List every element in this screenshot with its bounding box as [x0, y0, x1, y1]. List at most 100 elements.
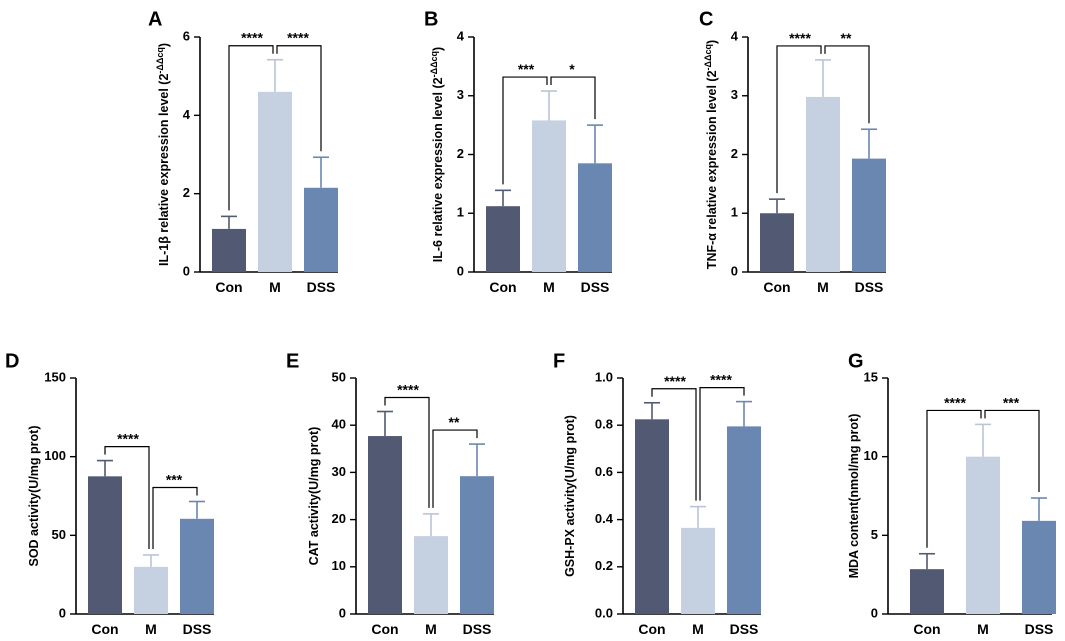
category-label-con: Con	[489, 279, 516, 295]
category-label-m: M	[543, 279, 555, 295]
significance-label: ****	[664, 373, 686, 389]
significance-bracket	[432, 429, 478, 508]
significance-label: ****	[397, 382, 419, 398]
bar-dss	[1022, 520, 1056, 614]
category-label-dss: DSS	[183, 621, 212, 637]
y-tick-label: 0.4	[595, 511, 614, 526]
significance-label: ***	[166, 472, 183, 488]
bar-dss	[727, 426, 761, 614]
bar-m	[806, 96, 840, 272]
category-label-m: M	[269, 279, 281, 295]
significance-label: ***	[1003, 394, 1020, 410]
y-tick-label: 1	[731, 205, 738, 220]
y-tick-label: 5	[871, 527, 878, 542]
y-tick-label: 50	[52, 527, 66, 542]
significance-label: ****	[789, 30, 811, 46]
significance-label: ****	[944, 394, 966, 410]
y-tick-label: 4	[731, 28, 739, 43]
significance-label: ***	[518, 61, 535, 77]
panel-label-F: F	[553, 350, 565, 372]
y-tick-label: 10	[864, 448, 878, 463]
y-tick-label: 0.2	[595, 558, 613, 573]
y-tick-label: 100	[44, 448, 66, 463]
y-tick-label: 0	[339, 605, 346, 620]
significance-label: *	[569, 61, 575, 77]
panel-G: G 0 5 10 15 MDA content(nmol/mg prot) Con M DSS *…	[847, 350, 1056, 637]
y-tick-label: 0.0	[595, 605, 613, 620]
y-axis-label: MDA content(nmol/mg prot)	[847, 414, 861, 579]
y-tick-label: 4	[457, 28, 465, 43]
category-label-m: M	[692, 621, 704, 637]
y-tick-label: 0	[731, 263, 738, 278]
bar-m	[414, 536, 448, 614]
y-tick-label: 0	[183, 263, 190, 278]
bar-m	[966, 456, 1000, 614]
category-label-m: M	[817, 279, 829, 295]
bar-m	[681, 527, 715, 614]
bar-m	[532, 120, 566, 272]
y-tick-label: 10	[332, 558, 346, 573]
significance-label: **	[841, 30, 852, 46]
panel-label-E: E	[286, 350, 299, 372]
significance-bracket	[651, 388, 697, 501]
category-label-con: Con	[91, 621, 118, 637]
bar-dss	[304, 187, 338, 272]
category-label-dss: DSS	[307, 279, 336, 295]
panel-label-D: D	[5, 350, 19, 372]
significance-label: ****	[287, 30, 309, 46]
bar-con	[368, 436, 402, 614]
significance-bracket	[152, 486, 198, 549]
bar-dss	[578, 163, 612, 272]
y-tick-label: 4	[183, 107, 191, 122]
y-axis-label: GSH-PX activity(U/mg prot)	[563, 415, 577, 577]
category-label-con: Con	[215, 279, 242, 295]
bar-m	[134, 566, 168, 614]
bar-m	[258, 91, 292, 272]
bar-dss	[180, 518, 214, 614]
y-tick-label: 2	[731, 146, 738, 161]
panel-label-A: A	[148, 8, 162, 30]
y-axis-label: SOD activity(U/mg prot)	[27, 426, 41, 567]
category-label-dss: DSS	[463, 621, 492, 637]
y-tick-label: 1.0	[595, 369, 613, 384]
category-label-con: Con	[913, 621, 940, 637]
category-label-dss: DSS	[581, 279, 610, 295]
category-label-dss: DSS	[855, 279, 884, 295]
panel-C: C 0 1 2 3 4 TNF-α relative expression level (2…	[699, 8, 886, 295]
significance-bracket	[228, 45, 274, 211]
significance-bracket	[824, 45, 870, 124]
bar-dss	[852, 158, 886, 272]
significance-bracket	[984, 409, 1040, 493]
significance-label: ****	[117, 431, 139, 447]
y-tick-label: 20	[332, 511, 346, 526]
significance-label: ****	[241, 30, 263, 46]
y-tick-label: 0.8	[595, 417, 613, 432]
significance-label: **	[449, 414, 460, 430]
y-tick-label: 2	[183, 185, 190, 200]
bar-dss	[460, 476, 494, 614]
bar-con	[486, 206, 520, 272]
significance-bracket	[502, 76, 548, 185]
significance-bracket	[104, 446, 150, 549]
panel-label-G: G	[848, 350, 864, 372]
category-label-con: Con	[763, 279, 790, 295]
panel-D: D 0 50 100 150 SOD activity(U/mg prot) Con M DSS…	[5, 350, 214, 637]
y-axis-label: CAT activity(U/mg prot)	[307, 427, 321, 566]
y-tick-label: 0	[59, 605, 66, 620]
y-tick-label: 0	[457, 263, 464, 278]
y-tick-label: 0.6	[595, 464, 613, 479]
bar-con	[910, 569, 944, 614]
y-tick-label: 30	[332, 464, 346, 479]
significance-label: ****	[710, 372, 732, 388]
category-label-con: Con	[638, 621, 665, 637]
category-label-m: M	[425, 621, 437, 637]
panel-B: B 0 1 2 3 4 IL-6 relative expression level (2-…	[424, 8, 612, 295]
category-label-con: Con	[371, 621, 398, 637]
y-tick-label: 150	[44, 369, 66, 384]
y-axis-label: IL-1β relative expression level (2-ΔΔcq)	[155, 43, 171, 266]
significance-bracket	[776, 45, 822, 194]
category-label-m: M	[977, 621, 989, 637]
significance-bracket	[276, 45, 322, 152]
y-axis-label: IL-6 relative expression level (2-ΔΔcq)	[429, 47, 445, 262]
y-tick-label: 0	[871, 605, 878, 620]
